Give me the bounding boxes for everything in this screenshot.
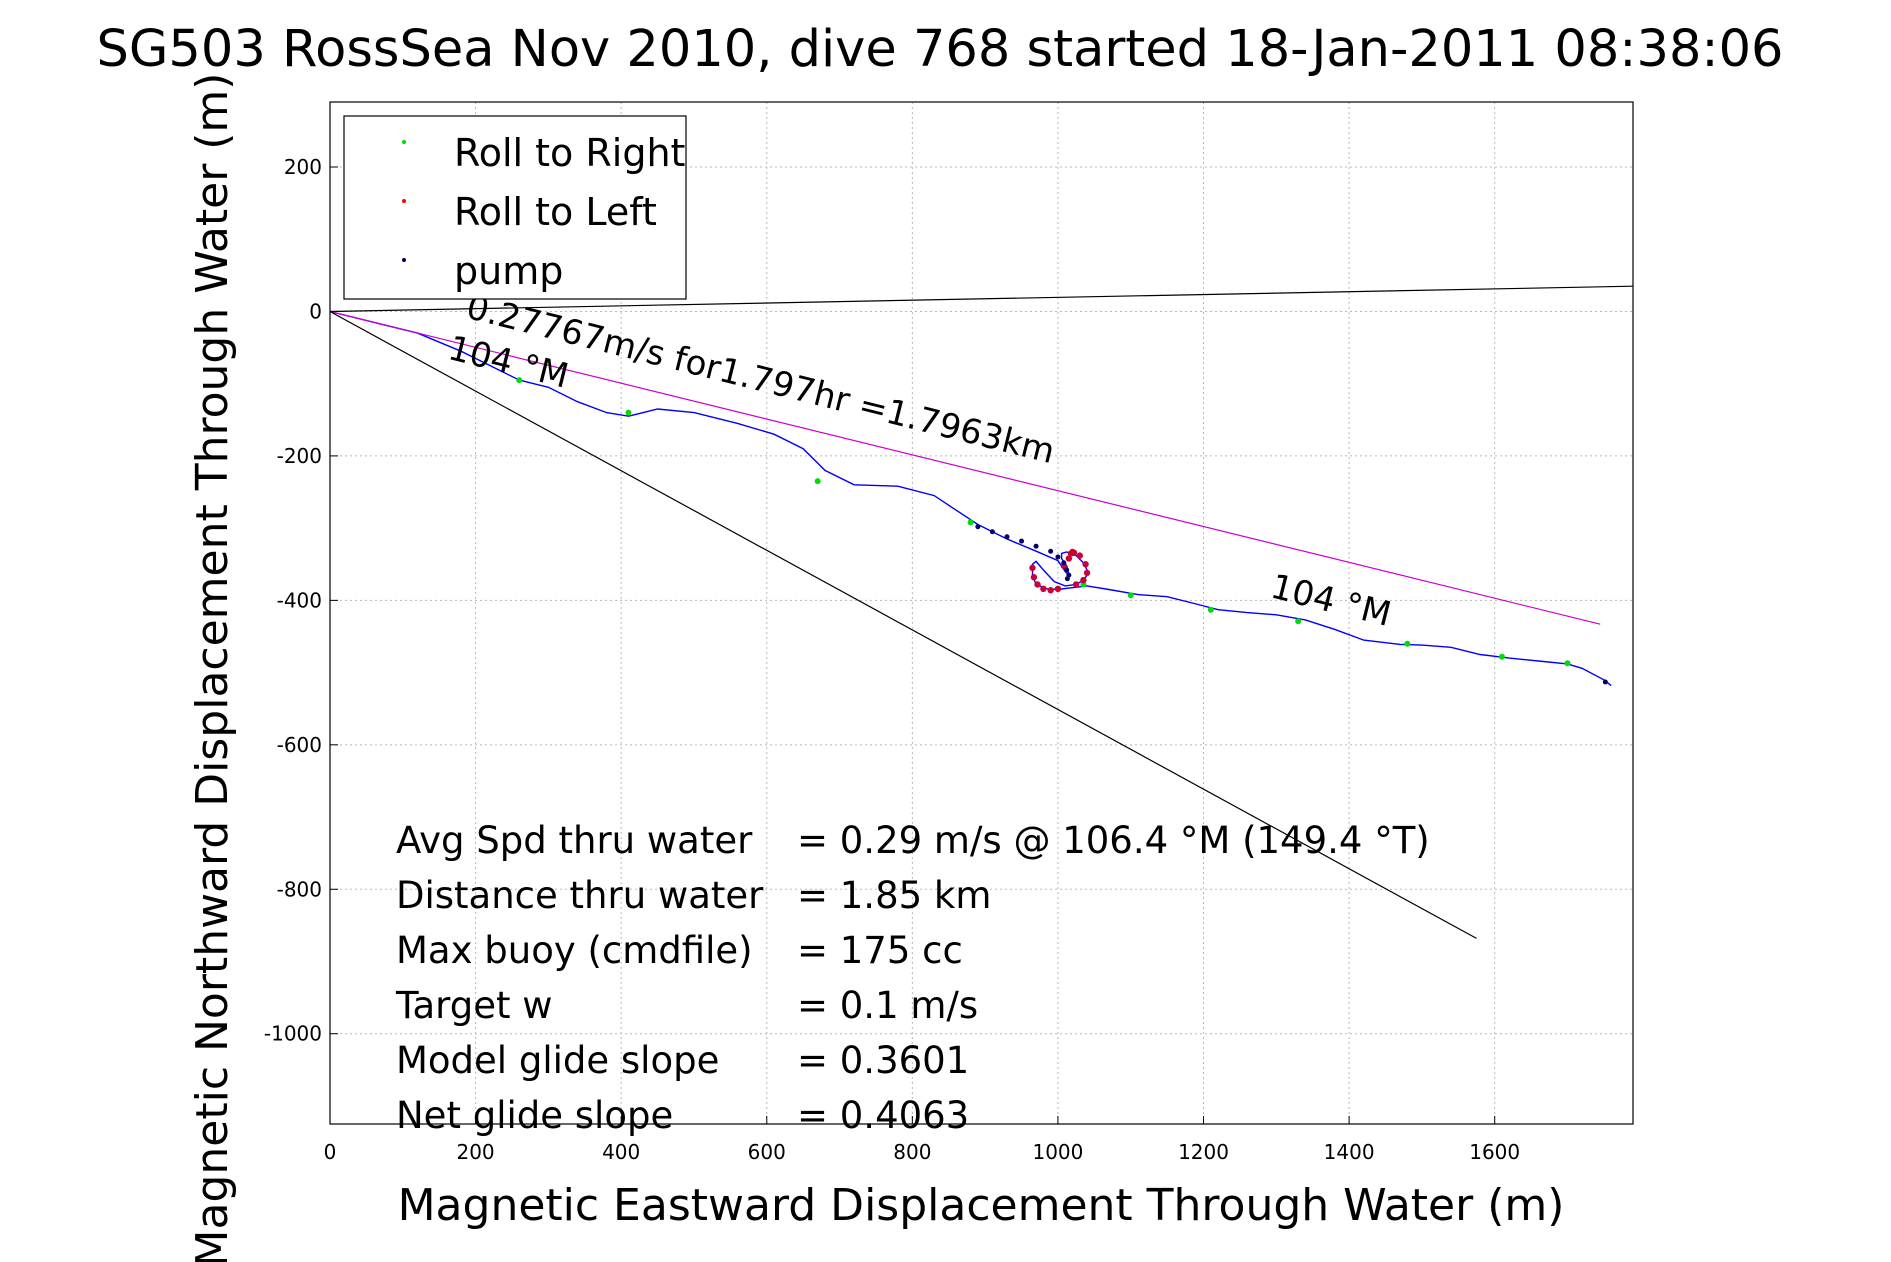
x-tick-label: 0: [324, 1140, 337, 1164]
legend-marker: [402, 258, 406, 262]
roll-left-point: [1083, 569, 1091, 577]
roll-right-point: [516, 377, 523, 384]
pump-point: [989, 529, 995, 535]
x-axis-label: Magnetic Eastward Displacement Through W…: [398, 1180, 1565, 1231]
roll-right-point: [1127, 592, 1134, 599]
legend-marker: [402, 140, 406, 144]
stat-label: Distance thru water: [396, 874, 764, 917]
plot-frame: [329, 101, 1634, 1125]
pump-point: [1064, 576, 1070, 582]
heading-target-line: [329, 310, 1477, 939]
pump-point: [1061, 560, 1067, 566]
net-displacement-line: [329, 310, 1601, 625]
stat-value: = 0.29 m/s @ 106.4 °M (149.4 °T): [797, 819, 1430, 862]
pump-point: [975, 524, 981, 530]
y-tick-label: 0: [309, 299, 322, 323]
roll-left-point: [1080, 576, 1087, 584]
stat-value: = 1.85 km: [797, 874, 991, 917]
pump-point: [1055, 554, 1061, 560]
pump-point: [1602, 679, 1608, 685]
legend-label: Roll to Right: [454, 131, 685, 175]
x-tick-label: 800: [893, 1140, 931, 1164]
roll-right-point: [967, 519, 974, 526]
stat-value: = 0.4063: [797, 1094, 969, 1137]
x-tick-label: 1400: [1324, 1140, 1375, 1164]
x-tick-label: 400: [602, 1140, 640, 1164]
x-tick-label: 1600: [1469, 1140, 1520, 1164]
legend-box: [343, 115, 687, 300]
y-tick-label: -200: [277, 444, 322, 468]
roll-right-point: [1295, 618, 1302, 625]
legend-items: Roll to Right Roll to Left pump: [402, 131, 685, 293]
roll-right-point: [1404, 640, 1411, 647]
stat-value: = 175 cc: [797, 929, 963, 972]
roll-left-point: [1030, 574, 1038, 581]
y-tick-label: -600: [277, 733, 322, 757]
stat-value: = 0.3601: [797, 1039, 969, 1082]
legend: Roll to Right Roll to Left pump: [343, 115, 687, 300]
roll-left-point: [1065, 555, 1073, 562]
roll-left-point: [1070, 549, 1078, 556]
pump-point: [1064, 567, 1070, 573]
x-tick-label: 600: [748, 1140, 786, 1164]
y-axis-label: Magnetic Northward Displacement Through …: [187, 73, 238, 1262]
roll-left-point: [1076, 552, 1083, 559]
stat-label: Target w: [395, 984, 553, 1027]
roll-left-point: [1072, 581, 1080, 588]
roll-left-point: [1082, 561, 1089, 568]
y-tick-label: 200: [284, 155, 322, 179]
roll-right-point: [625, 409, 632, 416]
roll-left-point: [1034, 581, 1041, 588]
roll-right-point: [1080, 581, 1087, 588]
stat-value: = 0.1 m/s: [797, 984, 978, 1027]
x-tick-label: 1200: [1178, 1140, 1229, 1164]
legend-label: pump: [454, 249, 563, 293]
y-tick-label: -800: [277, 877, 322, 901]
roll-left-point: [1047, 587, 1054, 594]
roll-right-point: [1207, 606, 1214, 613]
pump-point: [1019, 538, 1025, 544]
x-tick-label: 200: [456, 1140, 494, 1164]
marker-layer: [516, 377, 1608, 685]
heading-reference-line: [329, 285, 1634, 313]
legend-marker: [402, 199, 406, 203]
y-tick-label: -1000: [264, 1022, 322, 1046]
roll-right-point: [814, 478, 821, 485]
series-layer: [329, 285, 1634, 939]
pump-point: [1048, 548, 1054, 554]
roll-left-point: [1029, 564, 1036, 572]
axis-ticks: 0 200 400 600 800 1000 1200 1400 1600 200 0 -200 -40…: [264, 155, 1520, 1164]
roll-left-point: [1040, 585, 1047, 593]
y-tick-label: -400: [277, 588, 322, 612]
stat-label: Max buoy (cmdfile): [396, 929, 753, 972]
stat-label: Model glide slope: [396, 1039, 719, 1082]
roll-left-point: [1054, 585, 1062, 593]
pump-point: [1033, 543, 1039, 549]
x-tick-label: 1000: [1032, 1140, 1083, 1164]
legend-label: Roll to Left: [454, 190, 657, 234]
roll-right-point: [1564, 660, 1571, 667]
stats-block: Avg Spd thru water = 0.29 m/s @ 106.4 °M …: [395, 819, 1430, 1137]
chart-title: SG503 RossSea Nov 2010, dive 768 started…: [97, 20, 1784, 79]
roll-right-point: [1498, 653, 1505, 660]
pump-point: [1004, 534, 1010, 540]
stat-label: Avg Spd thru water: [396, 819, 753, 862]
stat-label: Net glide slope: [396, 1094, 673, 1137]
